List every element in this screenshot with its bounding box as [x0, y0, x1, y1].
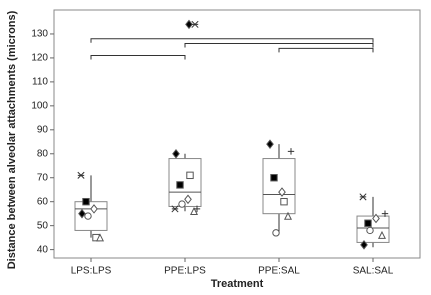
point — [184, 194, 192, 205]
point — [84, 212, 92, 220]
point — [287, 148, 295, 155]
significance-bracket — [90, 55, 186, 60]
y-tick-label: 60 — [37, 196, 49, 207]
point — [359, 193, 367, 201]
box — [262, 158, 296, 215]
y-tick-label: 40 — [37, 244, 49, 255]
point — [278, 187, 286, 197]
y-tick-label: 90 — [37, 124, 49, 135]
point — [193, 205, 201, 213]
y-tick-label: 130 — [31, 29, 48, 40]
point — [171, 205, 179, 213]
y-axis-title: Distance between alveolar attachments (m… — [6, 10, 18, 269]
point — [185, 19, 193, 30]
x-tick-label: LPS:LPS — [71, 266, 112, 277]
point — [381, 210, 389, 217]
point — [77, 171, 85, 179]
point — [191, 20, 199, 28]
point — [186, 171, 194, 180]
point — [90, 204, 98, 214]
plot-frame — [53, 9, 421, 259]
x-tick-label: PPE:LPS — [164, 266, 206, 277]
y-tick-label: 100 — [31, 100, 48, 111]
x-axis-title: Treatment — [211, 278, 264, 290]
point — [189, 206, 199, 215]
point — [372, 213, 380, 224]
point — [95, 233, 105, 242]
significance-bracket — [278, 47, 374, 53]
point — [82, 197, 90, 206]
y-tick-label: 110 — [32, 77, 48, 88]
x-tick-label: PPE:SAL — [258, 266, 300, 277]
point — [270, 174, 278, 182]
point — [366, 226, 374, 235]
point — [364, 219, 372, 227]
point — [272, 229, 280, 237]
y-tick-label: 80 — [37, 148, 49, 159]
point — [176, 181, 184, 189]
y-tick-label: 50 — [37, 220, 49, 231]
significance-bracket — [90, 38, 374, 43]
point — [266, 139, 274, 149]
point — [78, 208, 86, 219]
point — [172, 148, 180, 159]
point — [360, 240, 368, 250]
point — [178, 200, 186, 208]
significance-bracket — [184, 43, 374, 48]
point — [377, 230, 387, 239]
y-tick-label: 70 — [37, 172, 49, 183]
y-tick-label: 120 — [31, 53, 48, 64]
x-tick-label: SAL:SAL — [353, 266, 394, 277]
point — [280, 197, 288, 206]
point — [283, 211, 293, 220]
